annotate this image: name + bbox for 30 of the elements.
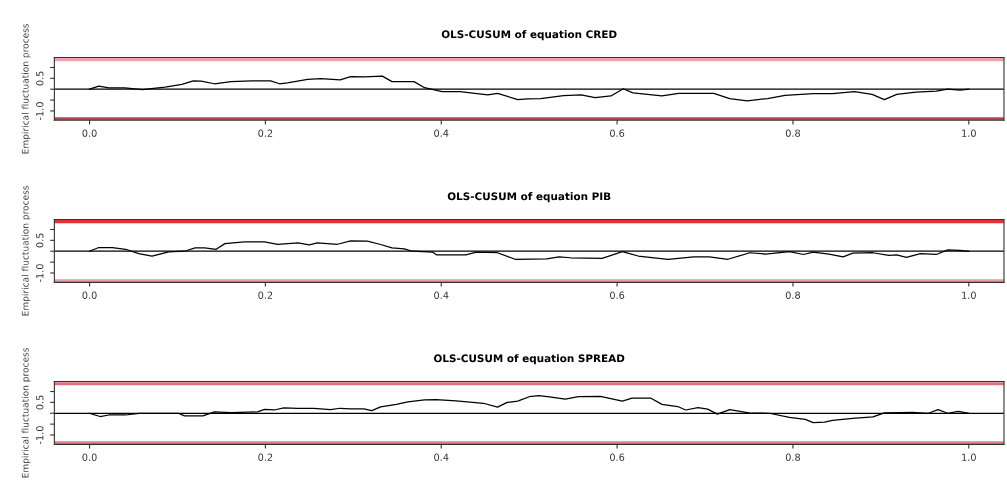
y-axis-title: Empirical fluctuation process xyxy=(21,185,31,316)
x-tick-label: 0.4 xyxy=(434,291,449,299)
x-tick-label: 0.6 xyxy=(610,453,625,461)
chart-title: OLS-CUSUM of equation PIB xyxy=(447,192,611,203)
x-tick-label: 1.0 xyxy=(962,453,976,461)
x-tick-label: 0.0 xyxy=(82,453,97,461)
x-tick-label: 0.4 xyxy=(434,453,449,461)
x-tick-label: 0.2 xyxy=(258,129,273,137)
chart-title: OLS-CUSUM of equation SPREAD xyxy=(434,354,625,365)
x-tick-label: 0.2 xyxy=(258,453,273,461)
x-tick-label: 1.0 xyxy=(962,129,976,137)
x-tick-label: 0.8 xyxy=(785,291,801,299)
y-tick-label: -1.0 xyxy=(36,264,44,282)
x-tick-label: 0.2 xyxy=(258,291,273,299)
y-axis-title: Empirical fluctuation process xyxy=(21,347,31,478)
y-tick-label: -1.0 xyxy=(36,102,44,120)
x-tick-label: 0.0 xyxy=(82,291,97,299)
y-tick-label: 0.5 xyxy=(36,233,44,248)
y-tick-label: -1.0 xyxy=(36,426,44,445)
y-axis-title: Empirical fluctuation process xyxy=(21,23,31,154)
y-tick-label: 0.5 xyxy=(36,71,44,86)
x-tick-label: 0.6 xyxy=(610,291,625,299)
x-tick-label: 0.6 xyxy=(610,129,625,137)
x-tick-label: 0.8 xyxy=(785,129,801,137)
x-tick-label: 1.0 xyxy=(962,291,976,299)
chart-title: OLS-CUSUM of equation CRED xyxy=(441,30,617,41)
x-tick-label: 0.4 xyxy=(434,129,449,137)
x-tick-label: 0.0 xyxy=(82,129,97,137)
y-tick-label: 0.5 xyxy=(36,395,44,410)
x-tick-label: 0.8 xyxy=(785,453,801,461)
